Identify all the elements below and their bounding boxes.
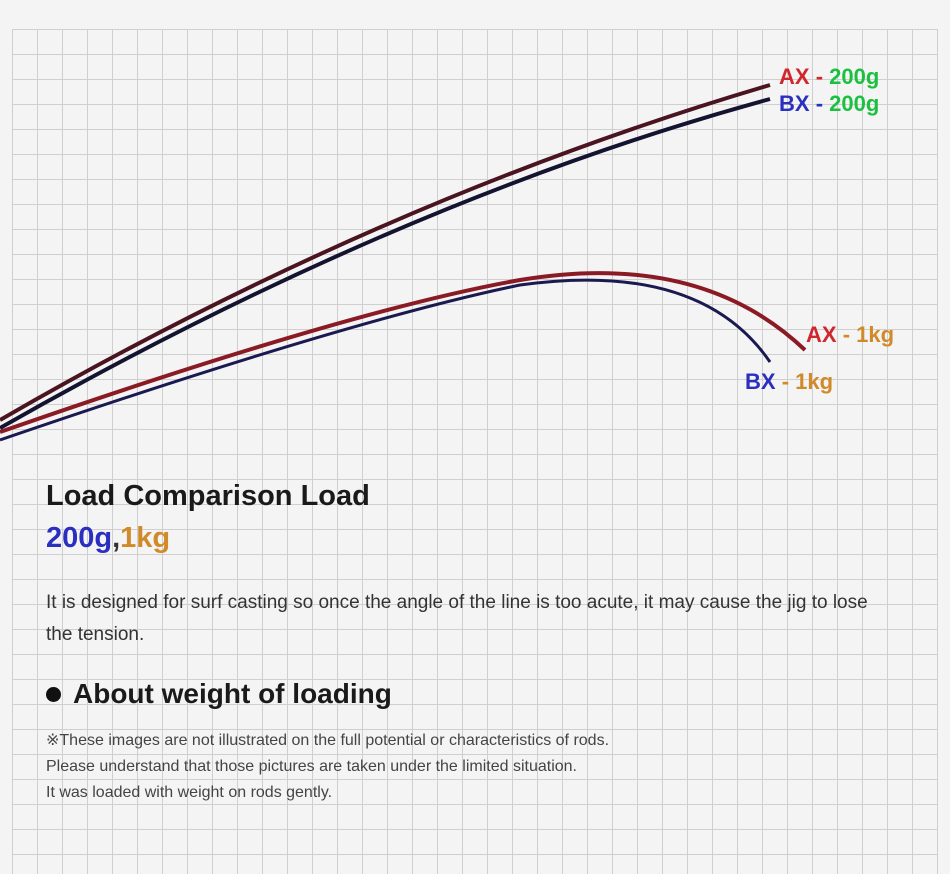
subtitle: 200g,1kg xyxy=(46,522,171,554)
rod-bx-1kg xyxy=(0,278,772,442)
bullet-icon xyxy=(46,686,61,702)
label-ax-1kg: AX - 1kg xyxy=(806,322,895,347)
section-heading: About weight of loading xyxy=(46,678,392,710)
notes: ※These images are not illustrated on the… xyxy=(46,728,609,806)
note: ※These images are not illustrated on the… xyxy=(46,732,610,749)
grid-background xyxy=(12,29,938,874)
description: It is designed for surf casting so once … xyxy=(46,592,868,645)
rod-ax-1kg xyxy=(0,271,807,434)
note: Please understand that those pictures ar… xyxy=(46,758,577,775)
page-title: Load Comparison Load xyxy=(46,480,370,512)
note: It was loaded with weight on rods gently… xyxy=(46,784,333,801)
label-ax-200g: AX - 200g xyxy=(779,64,880,89)
rod-ax-200g xyxy=(0,83,771,422)
label-bx-1kg: BX - 1kg xyxy=(745,369,834,394)
label-bx-200g: BX - 200g xyxy=(779,91,880,116)
rod-bx-200g xyxy=(0,97,771,430)
